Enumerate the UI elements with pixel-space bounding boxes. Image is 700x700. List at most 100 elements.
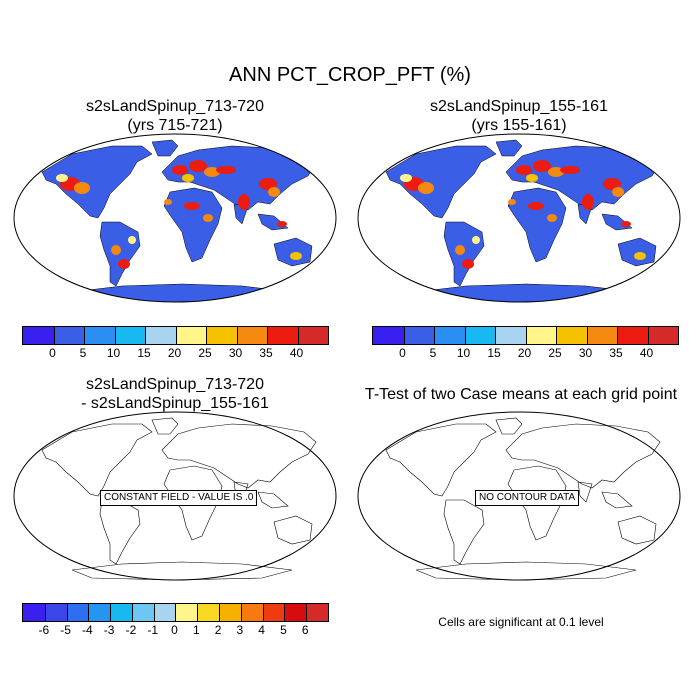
colorbar-tick-label: 10	[106, 346, 121, 360]
colorbar-top-right-ticks: 0 5 10 15 20 25 30 35 40	[372, 346, 677, 362]
crop-area	[56, 174, 68, 182]
colorbar-swatch	[153, 604, 176, 621]
crop-area	[118, 259, 130, 269]
colorbar-swatch	[84, 327, 115, 344]
colorbar-tick-label: 0	[171, 623, 178, 637]
coastline-antarctica	[415, 561, 637, 581]
panel-title-top-right-line2: (yrs 155-161)	[471, 117, 567, 134]
crop-area	[216, 166, 236, 174]
map-bottom-left-svg	[13, 411, 337, 581]
coastline-namerica	[385, 423, 497, 497]
colorbar-tick-label: -6	[38, 623, 50, 637]
colorbar-swatch	[495, 327, 526, 344]
land-greenland	[151, 139, 179, 157]
colorbar-tick-label: 10	[456, 346, 471, 360]
crop-area	[74, 182, 90, 194]
colorbar-tick-label: 5	[280, 623, 287, 637]
crop-area	[184, 202, 200, 210]
colorbar-swatch	[145, 327, 176, 344]
crop-area	[204, 167, 220, 177]
colorbar-tick-label: -3	[103, 623, 115, 637]
panel-title-top-left: s2sLandSpinup_713-720 (yrs 715-721)	[12, 97, 338, 135]
coastline-greenland	[151, 417, 179, 435]
colorbar-swatch	[240, 604, 263, 621]
colorbar-swatch	[267, 327, 298, 344]
crop-area	[268, 187, 280, 197]
colorbar-swatch	[262, 604, 285, 621]
colorbar-tick-label: -2	[125, 623, 137, 637]
colorbar-tick-label: 0	[49, 346, 56, 360]
crop-area	[508, 199, 516, 205]
coastline-seasia	[257, 491, 289, 509]
land-samerica	[99, 221, 141, 287]
colorbar-swatch	[114, 327, 145, 344]
colorbar-swatch	[53, 327, 84, 344]
land-namerica	[385, 145, 497, 219]
crop-area	[603, 178, 621, 190]
colorbar-tick-label: 25	[198, 346, 212, 360]
crop-area	[516, 165, 532, 175]
colorbar-swatch	[297, 327, 328, 344]
colorbar-swatch	[464, 327, 495, 344]
crop-area	[528, 202, 544, 210]
coastline-india	[577, 481, 593, 503]
colorbar-top-left	[22, 326, 329, 345]
significance-note: Cells are significant at 0.1 level	[438, 615, 604, 629]
coastline-samerica	[443, 499, 485, 565]
colorbar-swatch	[373, 327, 404, 344]
map-top-left-svg	[13, 133, 337, 303]
colorbar-swatch	[556, 327, 587, 344]
panel-title-bottom-left-line2: - s2sLandSpinup_155-161	[81, 395, 269, 412]
crop-area	[621, 221, 631, 227]
colorbar-swatch	[23, 604, 45, 621]
colorbar-swatch	[110, 604, 132, 621]
colorbar-swatch	[647, 327, 678, 344]
map-border	[13, 411, 337, 581]
colorbar-swatch	[403, 327, 434, 344]
crop-area	[111, 245, 121, 255]
crop-area	[172, 165, 188, 175]
colorbar-swatch	[284, 604, 307, 621]
colorbar-tick-label: 15	[487, 346, 501, 360]
crop-area	[533, 160, 551, 172]
colorbar-swatch	[197, 604, 220, 621]
colorbar-tick-label: 40	[289, 346, 304, 360]
colorbar-swatch	[617, 327, 648, 344]
crop-area	[526, 174, 538, 182]
colorbar-tick-label: 40	[639, 346, 654, 360]
colorbar-tick-label: 5	[79, 346, 87, 360]
colorbar-tick-label: 0	[399, 346, 406, 360]
map-border	[13, 133, 337, 303]
crop-area	[462, 259, 474, 269]
colorbar-swatch	[23, 327, 54, 344]
crop-area	[164, 199, 172, 205]
panel-title-top-left-line2: (yrs 715-721)	[127, 117, 223, 134]
colorbar-tick-label: 4	[258, 623, 265, 637]
coastline-eurasia	[505, 423, 661, 489]
crop-area	[277, 221, 287, 227]
colorbar-top-right	[372, 326, 679, 345]
colorbar-swatch	[236, 327, 267, 344]
map-border	[357, 411, 681, 581]
colorbar-tick-label: 2	[214, 623, 222, 637]
colorbar-swatch	[206, 327, 237, 344]
crop-area	[182, 174, 194, 182]
panel-title-top-right: s2sLandSpinup_155-161 (yrs 155-161)	[356, 97, 682, 135]
colorbar-bottom	[22, 603, 329, 622]
map-top-right	[356, 132, 682, 304]
colorbar-swatch	[175, 327, 206, 344]
crop-area	[548, 167, 564, 177]
coastline-australia	[617, 515, 657, 545]
panel-title-bottom-right: T-Test of two Case means at each grid po…	[364, 386, 678, 403]
land-greenland	[495, 139, 523, 157]
land-antarctica	[71, 283, 293, 302]
colorbar-tick-label: 35	[609, 346, 623, 360]
crop-area	[203, 214, 213, 222]
map-top-right-svg	[357, 133, 681, 303]
colorbar-swatch	[175, 604, 198, 621]
panel-title-bottom-left: s2sLandSpinup_713-720 - s2sLandSpinup_15…	[12, 375, 338, 413]
colorbar-swatch	[131, 604, 154, 621]
crop-area	[547, 214, 557, 222]
coastline-greenland	[495, 417, 523, 435]
crop-area	[612, 187, 624, 197]
